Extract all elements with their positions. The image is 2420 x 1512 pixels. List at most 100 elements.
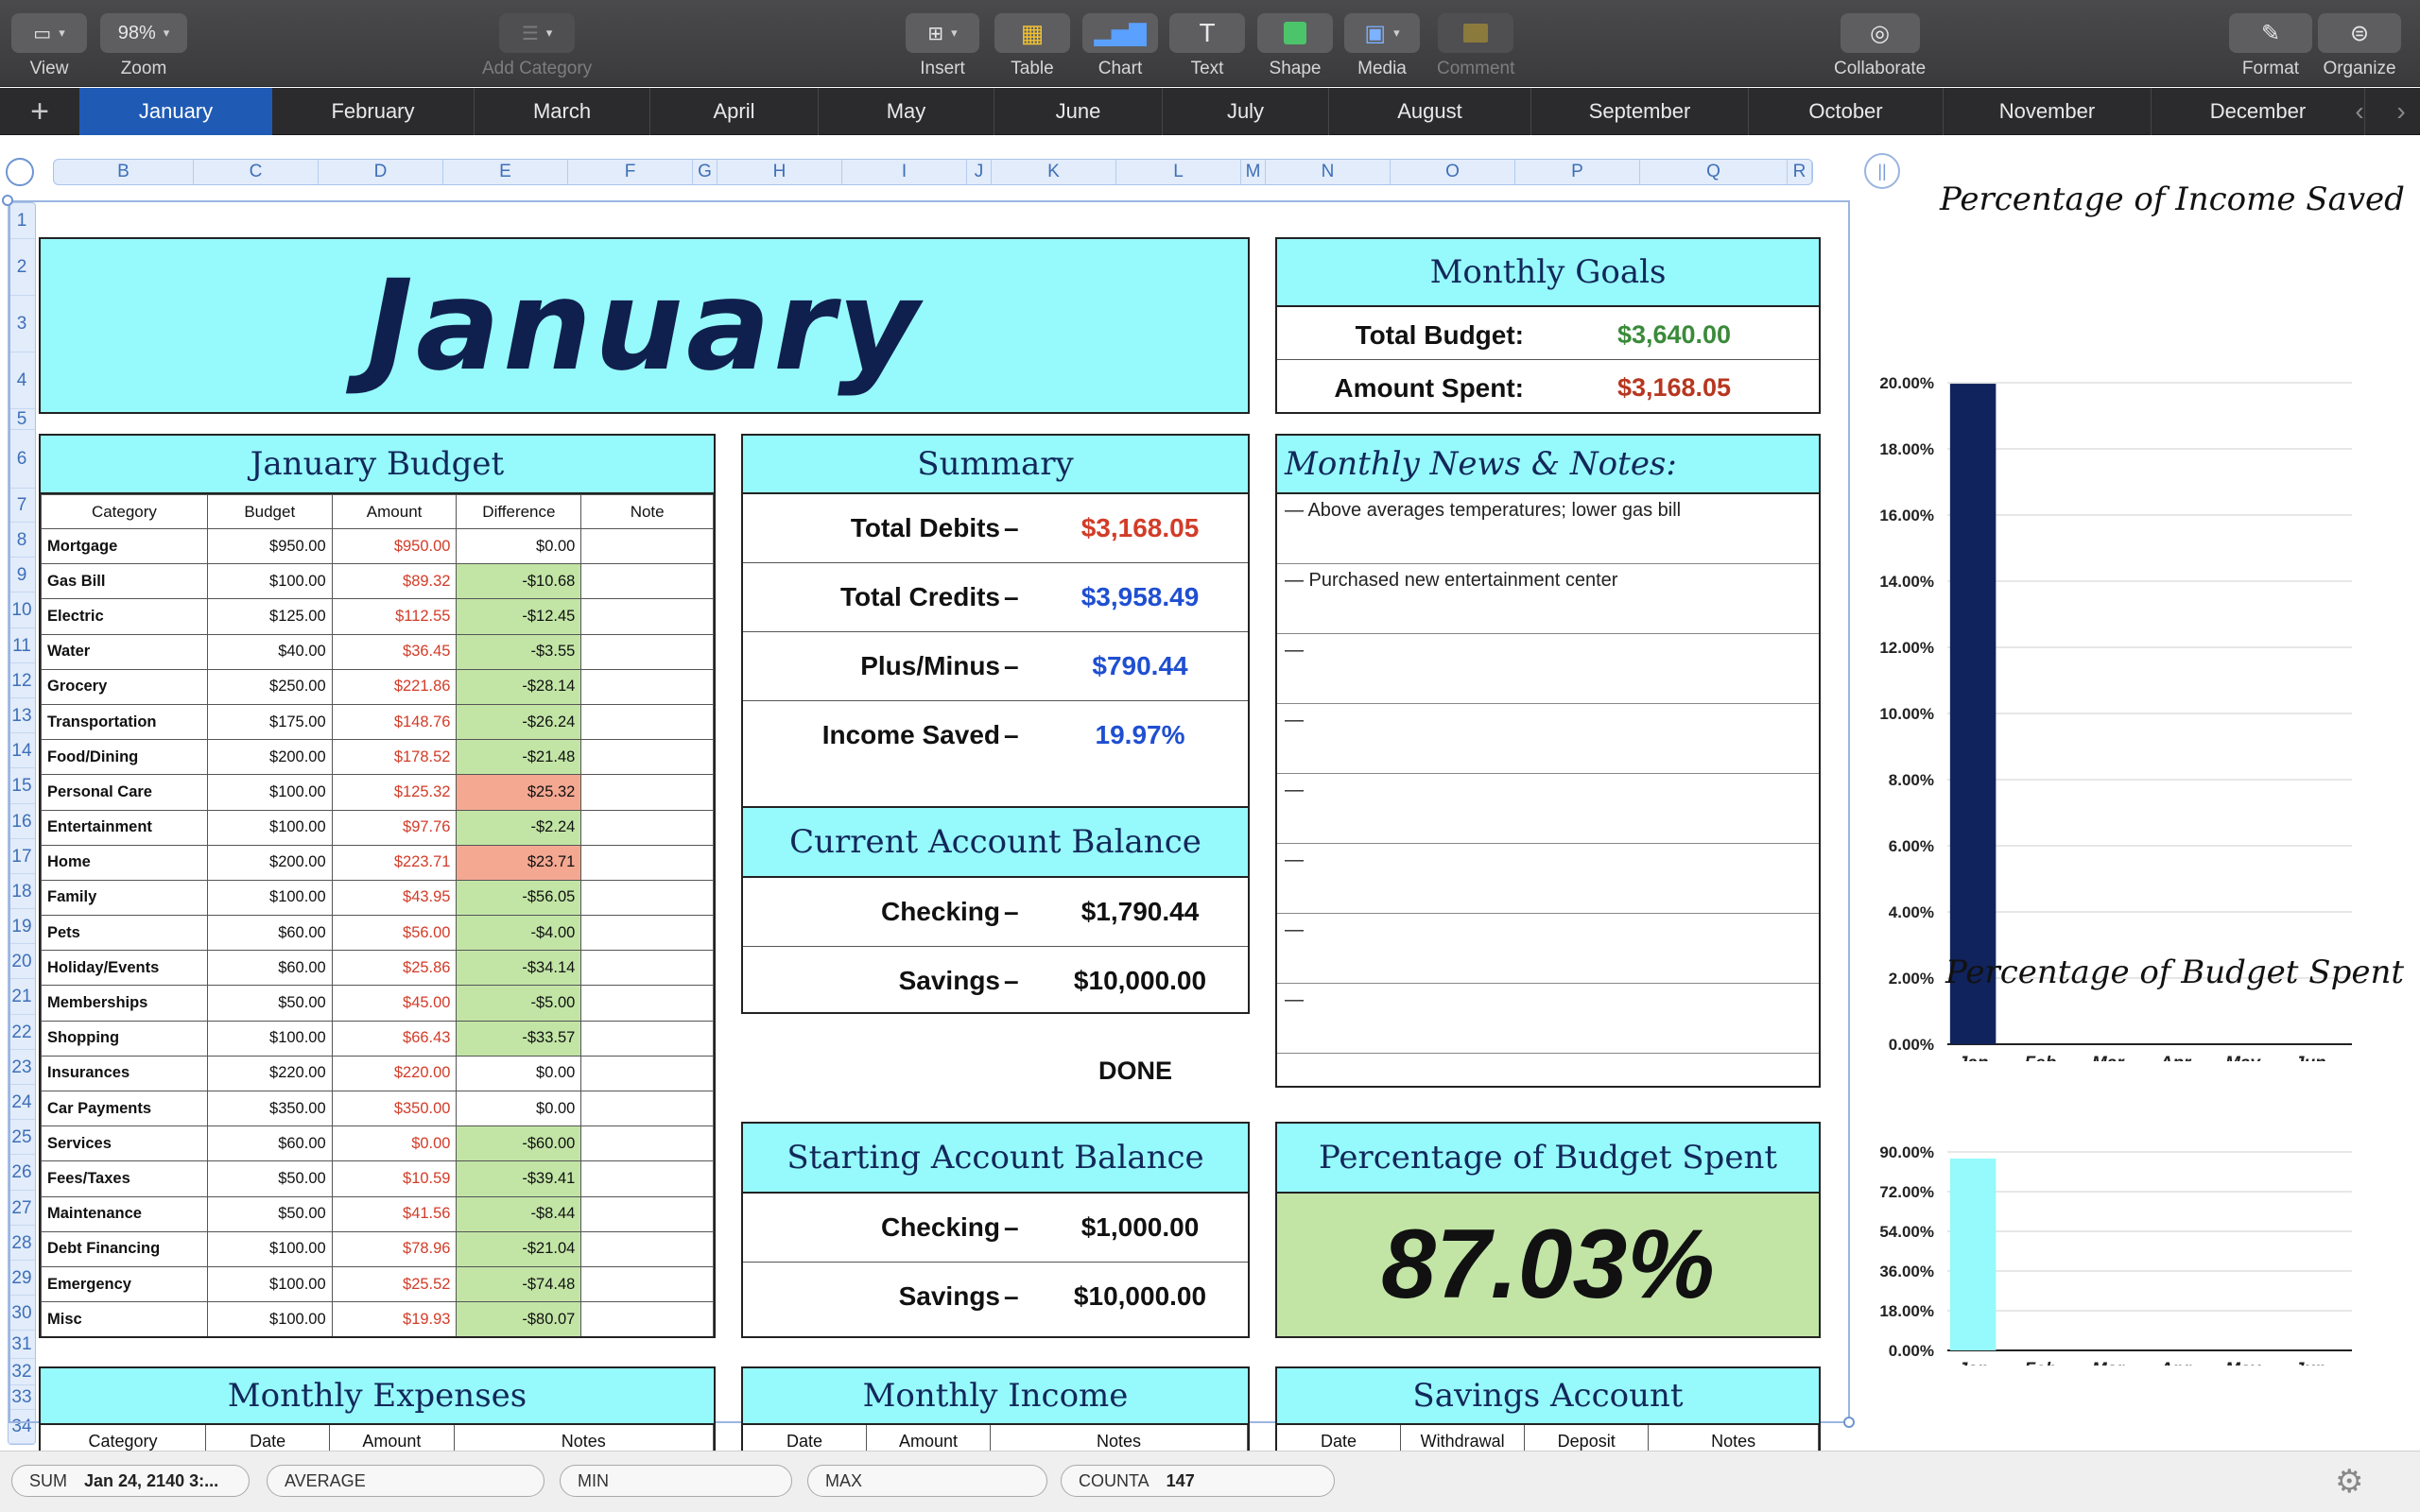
column-header-o[interactable]: O xyxy=(1391,160,1515,184)
tab-july[interactable]: July xyxy=(1163,88,1329,135)
row-header-6[interactable]: 6 xyxy=(9,430,35,489)
budget-amount-planned[interactable]: $100.00 xyxy=(206,1020,333,1057)
budget-note[interactable] xyxy=(580,879,714,917)
row-header-2[interactable]: 2 xyxy=(9,239,35,296)
bar-jan[interactable] xyxy=(1949,384,1996,1044)
budget-difference[interactable]: -$3.55 xyxy=(456,633,582,670)
row-header-12[interactable]: 12 xyxy=(9,663,35,698)
selection-handle[interactable] xyxy=(2,195,13,206)
insert-control[interactable]: ⊞ ▾ Insert xyxy=(906,13,979,79)
add-category-button[interactable]: ☰ ▾ xyxy=(499,13,576,53)
column-header-i[interactable]: I xyxy=(842,160,967,184)
view-control[interactable]: ▭ ▾ View xyxy=(11,13,87,79)
budget-amount-spent[interactable]: $178.52 xyxy=(331,739,458,776)
tab-march[interactable]: March xyxy=(475,88,650,135)
budget-amount-planned[interactable]: $950.00 xyxy=(206,527,333,565)
view-button[interactable]: ▭ ▾ xyxy=(11,13,87,53)
column-header-g[interactable]: G xyxy=(693,160,717,184)
comment-button[interactable] xyxy=(1438,13,1514,53)
tabs-next-button[interactable]: › xyxy=(2382,88,2420,135)
tab-december[interactable]: December xyxy=(2152,88,2365,135)
budget-amount-planned[interactable]: $50.00 xyxy=(206,1195,333,1232)
tab-september[interactable]: September xyxy=(1531,88,1749,135)
sum-pill[interactable]: SUM Jan 24, 2140 3:... xyxy=(11,1465,250,1497)
budget-difference[interactable]: -$12.45 xyxy=(456,598,582,635)
budget-note[interactable] xyxy=(580,1301,714,1336)
budget-amount-planned[interactable]: $100.00 xyxy=(206,1301,333,1336)
budget-amount-spent[interactable]: $45.00 xyxy=(331,985,458,1022)
budget-difference[interactable]: -$8.44 xyxy=(456,1195,582,1232)
column-header-j[interactable]: J xyxy=(967,160,992,184)
budget-note[interactable] xyxy=(580,739,714,776)
row-header-32[interactable]: 32 xyxy=(9,1359,35,1386)
tab-june[interactable]: June xyxy=(994,88,1163,135)
budget-amount-spent[interactable]: $41.56 xyxy=(331,1195,458,1232)
budget-difference[interactable]: -$34.14 xyxy=(456,950,582,987)
budget-difference[interactable]: -$28.14 xyxy=(456,668,582,705)
budget-amount-spent[interactable]: $25.52 xyxy=(331,1265,458,1303)
budget-category[interactable]: Home xyxy=(41,844,208,881)
budget-note[interactable] xyxy=(580,1125,714,1162)
budget-amount-spent[interactable]: $220.00 xyxy=(331,1055,458,1092)
row-header-1[interactable]: 1 xyxy=(9,203,35,239)
budget-amount-planned[interactable]: $100.00 xyxy=(206,809,333,846)
column-header-n[interactable]: N xyxy=(1266,160,1391,184)
budget-note[interactable] xyxy=(580,563,714,600)
budget-amount-planned[interactable]: $250.00 xyxy=(206,668,333,705)
budget-amount-spent[interactable]: $10.59 xyxy=(331,1160,458,1197)
summary-value[interactable]: 19.97% xyxy=(1095,720,1185,749)
budget-spent-chart[interactable]: 0.00% 18.00% 36.00% 54.00% 72.00% 90.00% Jan Fe… xyxy=(1853,1006,2382,1366)
row-header-8[interactable]: 8 xyxy=(9,523,35,558)
tab-november[interactable]: November xyxy=(1944,88,2152,135)
budget-difference[interactable]: $0.00 xyxy=(456,1090,582,1127)
bar-jan[interactable] xyxy=(1949,1158,1996,1350)
row-header-17[interactable]: 17 xyxy=(9,839,35,874)
budget-amount-planned[interactable]: $50.00 xyxy=(206,985,333,1022)
budget-difference[interactable]: -$39.41 xyxy=(456,1160,582,1197)
budget-difference[interactable]: -$4.00 xyxy=(456,915,582,952)
budget-amount-spent[interactable]: $56.00 xyxy=(331,915,458,952)
tab-january[interactable]: January xyxy=(79,88,272,135)
summary-value[interactable]: $790.44 xyxy=(1092,651,1188,680)
budget-category[interactable]: Electric xyxy=(41,598,208,635)
organize-control[interactable]: ⊜ Organize xyxy=(2318,13,2401,79)
add-sheet-button[interactable]: + xyxy=(0,88,79,135)
budget-amount-planned[interactable]: $100.00 xyxy=(206,774,333,811)
collaborate-control[interactable]: ◎ Collaborate xyxy=(1834,13,1926,79)
budget-amount-planned[interactable]: $125.00 xyxy=(206,598,333,635)
budget-amount-planned[interactable]: $350.00 xyxy=(206,1090,333,1127)
row-header-14[interactable]: 14 xyxy=(9,733,35,769)
budget-difference[interactable]: -$60.00 xyxy=(456,1125,582,1162)
budget-difference[interactable]: -$21.48 xyxy=(456,739,582,776)
row-header-16[interactable]: 16 xyxy=(9,804,35,839)
budget-note[interactable] xyxy=(580,1055,714,1092)
budget-category[interactable]: Services xyxy=(41,1125,208,1162)
goal-value[interactable]: $3,640.00 xyxy=(1616,320,1732,349)
row-header-28[interactable]: 28 xyxy=(9,1226,35,1261)
row-header-23[interactable]: 23 xyxy=(9,1050,35,1085)
column-header-f[interactable]: F xyxy=(568,160,693,184)
column-header-e[interactable]: E xyxy=(443,160,568,184)
selection-handle[interactable] xyxy=(1843,1417,1855,1428)
shape-button[interactable] xyxy=(1257,13,1333,53)
organize-button[interactable]: ⊜ xyxy=(2318,13,2401,53)
note-item[interactable]: — xyxy=(1277,914,1819,984)
row-header-25[interactable]: 25 xyxy=(9,1120,35,1156)
tab-august[interactable]: August xyxy=(1329,88,1531,135)
row-header-20[interactable]: 20 xyxy=(9,944,35,980)
budget-amount-planned[interactable]: $100.00 xyxy=(206,879,333,917)
add-category-control[interactable]: ☰ ▾ Add Category xyxy=(482,13,592,79)
row-header-24[interactable]: 24 xyxy=(9,1085,35,1121)
note-item[interactable]: — Purchased new entertainment center xyxy=(1277,564,1819,634)
row-header-19[interactable]: 19 xyxy=(9,909,35,945)
budget-note[interactable] xyxy=(580,915,714,952)
budget-amount-spent[interactable]: $25.86 xyxy=(331,950,458,987)
budget-note[interactable] xyxy=(580,1020,714,1057)
max-pill[interactable]: MAX xyxy=(807,1465,1047,1497)
row-header-13[interactable]: 13 xyxy=(9,698,35,734)
row-header-3[interactable]: 3 xyxy=(9,296,35,352)
budget-amount-spent[interactable]: $97.76 xyxy=(331,809,458,846)
budget-category[interactable]: Holiday/Events xyxy=(41,950,208,987)
row-header-7[interactable]: 7 xyxy=(9,489,35,523)
note-item[interactable]: — xyxy=(1277,634,1819,704)
